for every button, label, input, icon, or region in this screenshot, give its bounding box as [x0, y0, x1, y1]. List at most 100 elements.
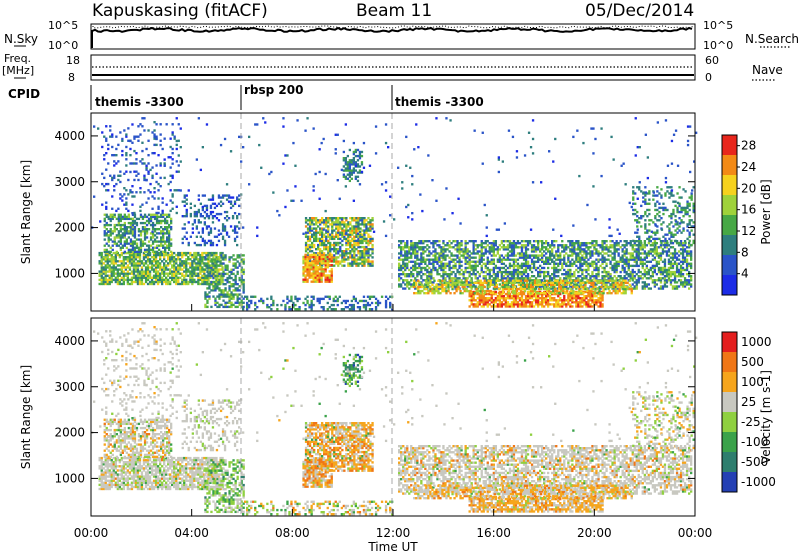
power-cell [335, 260, 338, 263]
power-cell [464, 258, 467, 261]
power-cell [131, 228, 135, 231]
power-cell [365, 254, 368, 257]
power-cell [685, 246, 689, 249]
power-cell [204, 268, 207, 271]
power-cell [119, 215, 123, 219]
power-cell [371, 217, 374, 220]
power-cell [412, 260, 415, 263]
power-cell [102, 270, 105, 273]
power-cell [234, 258, 237, 261]
power-cell [203, 221, 207, 224]
power-cell [306, 268, 309, 271]
power-cell [171, 131, 174, 134]
power-cell [408, 268, 411, 272]
power-cell [510, 277, 514, 280]
power-cell [236, 272, 239, 276]
power-cell [304, 255, 307, 259]
power-cell [613, 246, 616, 249]
power-cell [162, 246, 165, 249]
power-cell [641, 285, 644, 288]
power-cell [410, 248, 413, 251]
power-cell [225, 215, 229, 218]
power-cell [679, 268, 683, 272]
power-cell [211, 215, 215, 218]
power-cell [655, 250, 659, 253]
power-cell [308, 255, 311, 259]
power-cell [555, 258, 558, 261]
power-cell [498, 301, 502, 304]
power-cell [232, 293, 235, 296]
power-cell [314, 278, 317, 281]
power-cell [587, 266, 590, 270]
power-cell [138, 278, 142, 282]
power-cell [199, 282, 202, 286]
power-cell [167, 156, 170, 159]
power-cell [213, 202, 217, 205]
power-cell [442, 248, 445, 251]
power-cell [308, 260, 312, 263]
power-cell [416, 246, 419, 249]
power-cell [189, 202, 193, 205]
power-cell [127, 248, 131, 252]
power-cell [528, 268, 532, 272]
power-cell [446, 262, 449, 265]
power-cell [317, 248, 320, 251]
power-cell [625, 264, 628, 268]
power-cell [530, 262, 534, 265]
power-cell [314, 262, 317, 265]
power-cell [345, 237, 348, 241]
power-cell [567, 275, 570, 278]
power-cell [216, 260, 219, 263]
power-cell [615, 264, 618, 268]
power-cell [587, 268, 590, 272]
power-cell [157, 182, 160, 186]
power-cell [304, 274, 307, 277]
power-cell [500, 270, 504, 274]
power-cell [643, 252, 647, 255]
power-cell [154, 266, 158, 269]
power-cell [410, 246, 413, 249]
power-cell [195, 210, 199, 214]
power-cell [316, 272, 319, 275]
power-cell [189, 266, 192, 269]
power-cell [543, 242, 546, 245]
power-cell [454, 240, 457, 243]
power-cell [193, 253, 196, 257]
power-cell [428, 258, 431, 261]
power-cell [583, 248, 586, 251]
power-cell [165, 251, 168, 255]
power-cell [230, 270, 233, 274]
power-cell [512, 242, 516, 245]
power-cell [319, 227, 322, 230]
power-cell [514, 270, 518, 274]
power-cell [325, 217, 328, 220]
power-cell [357, 225, 360, 228]
power-cell [442, 246, 445, 249]
power-cell [131, 230, 135, 233]
power-cell [512, 266, 516, 270]
power-cell [126, 256, 130, 259]
power-cell [135, 174, 138, 177]
power-cell [214, 289, 217, 292]
power-cell [164, 228, 167, 231]
power-cell [356, 171, 360, 174]
power-cell [456, 277, 459, 280]
power-cell [649, 250, 653, 253]
power-cell [183, 264, 186, 267]
power-cell [98, 260, 101, 263]
power-cell [424, 250, 427, 253]
power-cell [329, 241, 332, 245]
power-cell [316, 255, 319, 259]
power-cell [428, 250, 431, 253]
power-cell [347, 262, 350, 265]
power-cell [478, 299, 481, 302]
power-cell [240, 254, 243, 257]
nsky-label: N.Sky [4, 32, 38, 46]
power-cell [232, 272, 235, 276]
power-cell [365, 248, 368, 251]
power-cell [173, 189, 176, 192]
power-cell [119, 240, 123, 243]
power-cell [146, 276, 150, 279]
power-cell [645, 273, 649, 276]
power-cell [185, 198, 188, 201]
